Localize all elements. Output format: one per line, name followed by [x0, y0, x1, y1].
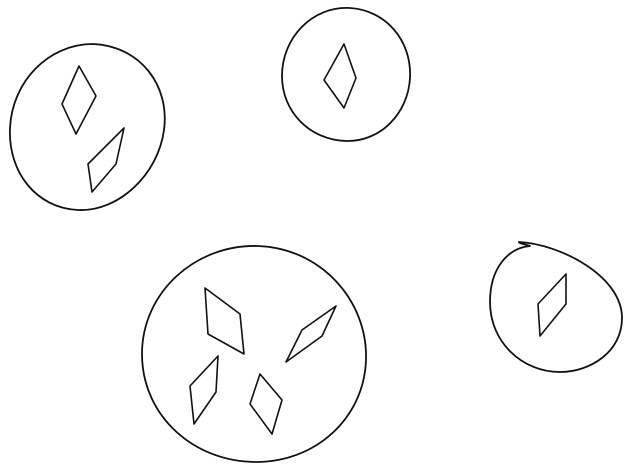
diamond-shape — [87, 127, 125, 193]
diamond-shape — [249, 373, 283, 435]
circle-outline — [489, 241, 623, 373]
diamond-shape — [537, 273, 567, 337]
circle-outline — [281, 7, 411, 142]
diamond-shape — [189, 355, 219, 425]
circle-outline — [141, 245, 367, 463]
diamond-shape — [61, 65, 97, 135]
circle-group-3 — [141, 245, 367, 463]
diamond-shape — [204, 287, 245, 355]
circle-group-4 — [489, 241, 623, 373]
circle-group-2 — [281, 7, 411, 142]
circle-group-1 — [9, 43, 166, 211]
diamond-shape — [285, 305, 337, 363]
circle-outline — [9, 43, 166, 211]
diamond-shape — [323, 43, 357, 109]
